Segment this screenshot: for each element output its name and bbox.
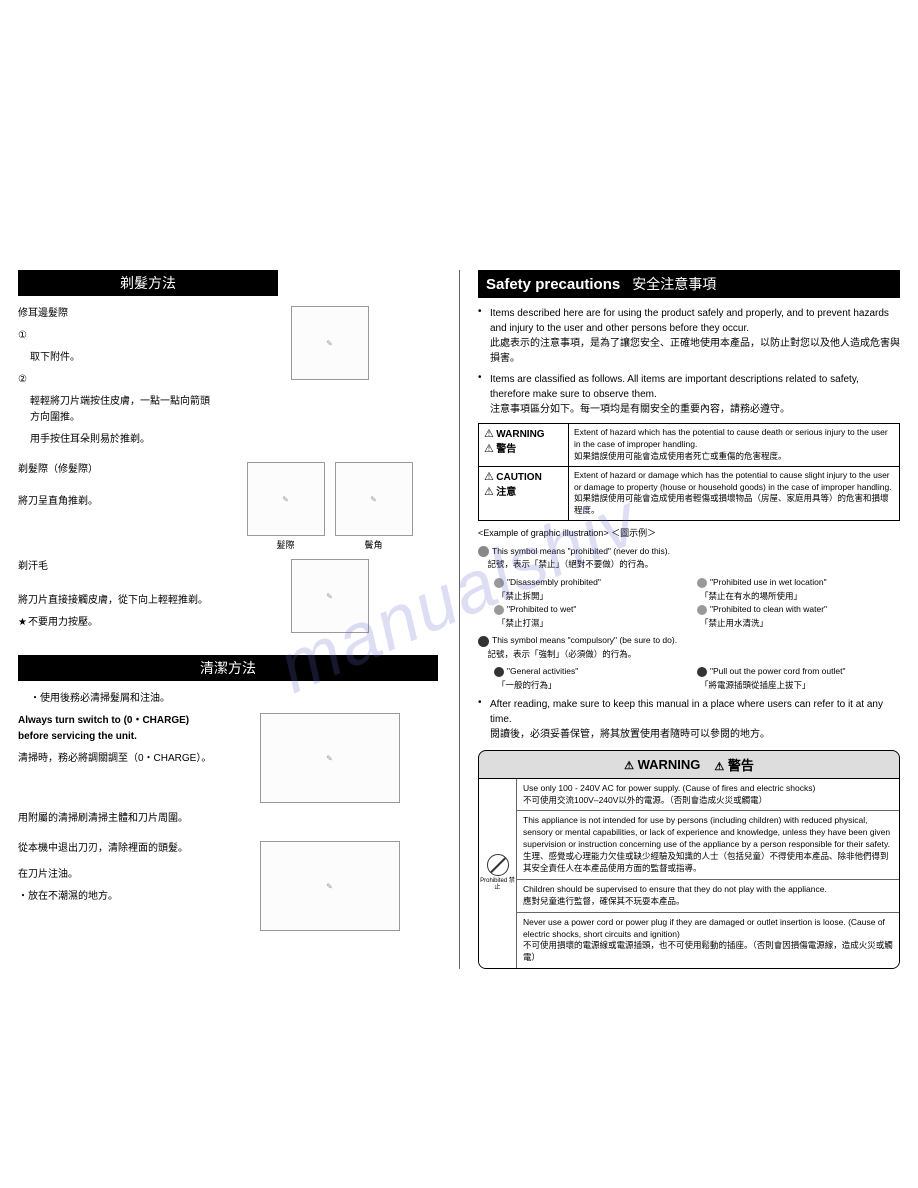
wet-icon bbox=[494, 605, 504, 615]
prohibit-label: Prohibited 禁止 bbox=[479, 878, 516, 892]
warning-label-cell: ⚠ WARNING ⚠ 警告 bbox=[479, 424, 569, 467]
warning-desc-cell: Extent of hazard which has the potential… bbox=[569, 424, 900, 467]
hairline-illustration-2: ✎ bbox=[335, 462, 413, 536]
caution-label-cell: ⚠ CAUTION ⚠ 注意 bbox=[479, 466, 569, 521]
fuzz-section: 剃汗毛 將刀片直接接觸皮膚，從下向上輕輕推剃。 ★不要用力按壓。 ✎ bbox=[18, 559, 441, 637]
warning-item-2: This appliance is not intended for use b… bbox=[517, 810, 899, 878]
shaving-method-header: 剃髮方法 bbox=[18, 270, 278, 296]
ear-trim-title: 修耳邊髮際 bbox=[18, 306, 218, 322]
ear-trim-section: 修耳邊髮際 ① 取下附件。 ② 輕輕將刀片端按住皮膚，一點一點向箭頭方向圍推。 … bbox=[18, 306, 441, 454]
step1-num: ① bbox=[18, 328, 218, 344]
safety-header-en: Safety precautions bbox=[486, 276, 620, 293]
prohibited-examples: "Disassembly prohibited" "Prohibited use… bbox=[478, 576, 900, 630]
fuzz-instr: 將刀片直接接觸皮膚，從下向上輕輕推剃。 bbox=[18, 593, 218, 609]
switch-off-en: Always turn switch to (0・CHARGE) before … bbox=[18, 713, 218, 745]
remove-blade-illustration: ✎ bbox=[260, 841, 400, 931]
hairline-label-2: 鬢角 bbox=[364, 538, 382, 551]
compulsory-icon bbox=[478, 636, 489, 647]
clean-step-remove: 從本機中退出刀刃，清除裡面的頭髮。 在刀片注油。 ・放在不潮濕的地方。 ✎ bbox=[18, 841, 441, 931]
storage-text: ・放在不潮濕的地方。 bbox=[18, 889, 218, 905]
right-page: Safety precautions 安全注意事項 • Items descri… bbox=[459, 270, 918, 969]
prohibited-icon bbox=[478, 546, 489, 557]
step2-text: 輕輕將刀片端按住皮膚，一點一點向箭頭方向圍推。 bbox=[18, 394, 218, 426]
caution-triangle-icon: ⚠ bbox=[484, 485, 494, 500]
prohibit-symbol-cell: Prohibited 禁止 bbox=[479, 779, 517, 969]
warning-triangle-icon: ⚠ bbox=[624, 759, 634, 772]
disassembly-icon bbox=[494, 578, 504, 588]
switch-off-cn: 清掃時，務必將調關調至（0・CHARGE）。 bbox=[18, 751, 218, 767]
fuzz-title: 剃汗毛 bbox=[18, 559, 218, 575]
hold-ear-text: 用手按住耳朵則易於推剃。 bbox=[18, 432, 218, 448]
classification-table: ⚠ WARNING ⚠ 警告 Extent of hazard which ha… bbox=[478, 423, 900, 521]
compulsory-symbol-desc: This symbol means "compulsory" (be sure … bbox=[478, 634, 900, 661]
unplug-icon bbox=[697, 667, 707, 677]
caution-triangle-icon: ⚠ bbox=[484, 470, 494, 485]
prohibit-circle-icon bbox=[487, 854, 509, 876]
warning-box-body: Prohibited 禁止 Use only 100 - 240V AC for… bbox=[479, 779, 899, 969]
caution-desc-cell: Extent of hazard or damage which has the… bbox=[569, 466, 900, 521]
step1-text: 取下附件。 bbox=[18, 350, 218, 366]
warning-triangle-icon: ⚠ bbox=[714, 760, 724, 773]
example-header: <Example of graphic illustration> ＜圖示例＞ bbox=[478, 527, 900, 541]
remove-blade-text: 從本機中退出刀刃，清除裡面的頭髮。 bbox=[18, 841, 218, 857]
warning-row: ⚠ WARNING ⚠ 警告 Extent of hazard which ha… bbox=[479, 424, 900, 467]
page-container: 剃髮方法 修耳邊髮際 ① 取下附件。 ② 輕輕將刀片端按住皮膚，一點一點向箭頭方… bbox=[0, 0, 918, 969]
wet-location-icon bbox=[697, 578, 707, 588]
warning-box: ⚠ WARNING ⚠ 警告 Prohibited 禁止 Use only 10… bbox=[478, 750, 900, 970]
ear-trim-illustration: ✎ bbox=[291, 306, 369, 380]
no-press: ★不要用力按壓。 bbox=[18, 615, 218, 631]
warning-triangle-icon: ⚠ bbox=[484, 442, 494, 457]
clean-step-switch: Always turn switch to (0・CHARGE) before … bbox=[18, 713, 441, 803]
warning-item-4: Never use a power cord or power plug if … bbox=[517, 912, 899, 969]
water-clean-icon bbox=[697, 605, 707, 615]
caution-row: ⚠ CAUTION ⚠ 注意 Extent of hazard or damag… bbox=[479, 466, 900, 521]
warning-item-1: Use only 100 - 240V AC for power supply.… bbox=[517, 779, 899, 811]
brush-illustration: ✎ bbox=[260, 713, 400, 803]
brush-text: 用附屬的清掃刷清掃主體和刀片周圍。 bbox=[18, 811, 218, 827]
intro-bullet-2: • Items are classified as follows. All i… bbox=[478, 372, 900, 417]
prohibited-symbol-desc: This symbol means "prohibited" (never do… bbox=[478, 545, 900, 572]
clean-must: ・使用後務必清掃髮屑和注油。 bbox=[18, 691, 441, 707]
hairline-illustration-1: ✎ bbox=[247, 462, 325, 536]
warning-item-3: Children should be supervised to ensure … bbox=[517, 879, 899, 912]
hairline-title: 剃髮際（修髮際） bbox=[18, 462, 218, 478]
hairline-section: 剃髮際（修髮際） 將刀呈直角推剃。 ✎ 髮際 ✎ 鬢角 bbox=[18, 462, 441, 551]
hairline-label-1: 髮際 bbox=[276, 538, 294, 551]
angle-text: 將刀呈直角推剃。 bbox=[18, 494, 218, 510]
warning-box-header: ⚠ WARNING ⚠ 警告 bbox=[479, 751, 899, 779]
after-reading: • After reading, make sure to keep this … bbox=[478, 697, 900, 742]
general-icon bbox=[494, 667, 504, 677]
safety-header: Safety precautions 安全注意事項 bbox=[478, 270, 900, 298]
safety-header-cn: 安全注意事項 bbox=[632, 274, 716, 294]
cleaning-method-header: 清潔方法 bbox=[18, 655, 438, 681]
fuzz-illustration: ✎ bbox=[291, 559, 369, 633]
warning-triangle-icon: ⚠ bbox=[484, 427, 494, 442]
warning-content-row: Prohibited 禁止 Use only 100 - 240V AC for… bbox=[479, 779, 899, 969]
intro-bullet-1: • Items described here are for using the… bbox=[478, 306, 900, 366]
clean-step-brush: 用附屬的清掃刷清掃主體和刀片周圍。 bbox=[18, 811, 441, 833]
compulsory-examples: "General activities" "Pull out the power… bbox=[478, 665, 900, 692]
oil-text: 在刀片注油。 bbox=[18, 867, 218, 883]
warning-items: Use only 100 - 240V AC for power supply.… bbox=[517, 779, 899, 969]
step2-num: ② bbox=[18, 372, 218, 388]
left-page: 剃髮方法 修耳邊髮際 ① 取下附件。 ② 輕輕將刀片端按住皮膚，一點一點向箭頭方… bbox=[0, 270, 459, 969]
